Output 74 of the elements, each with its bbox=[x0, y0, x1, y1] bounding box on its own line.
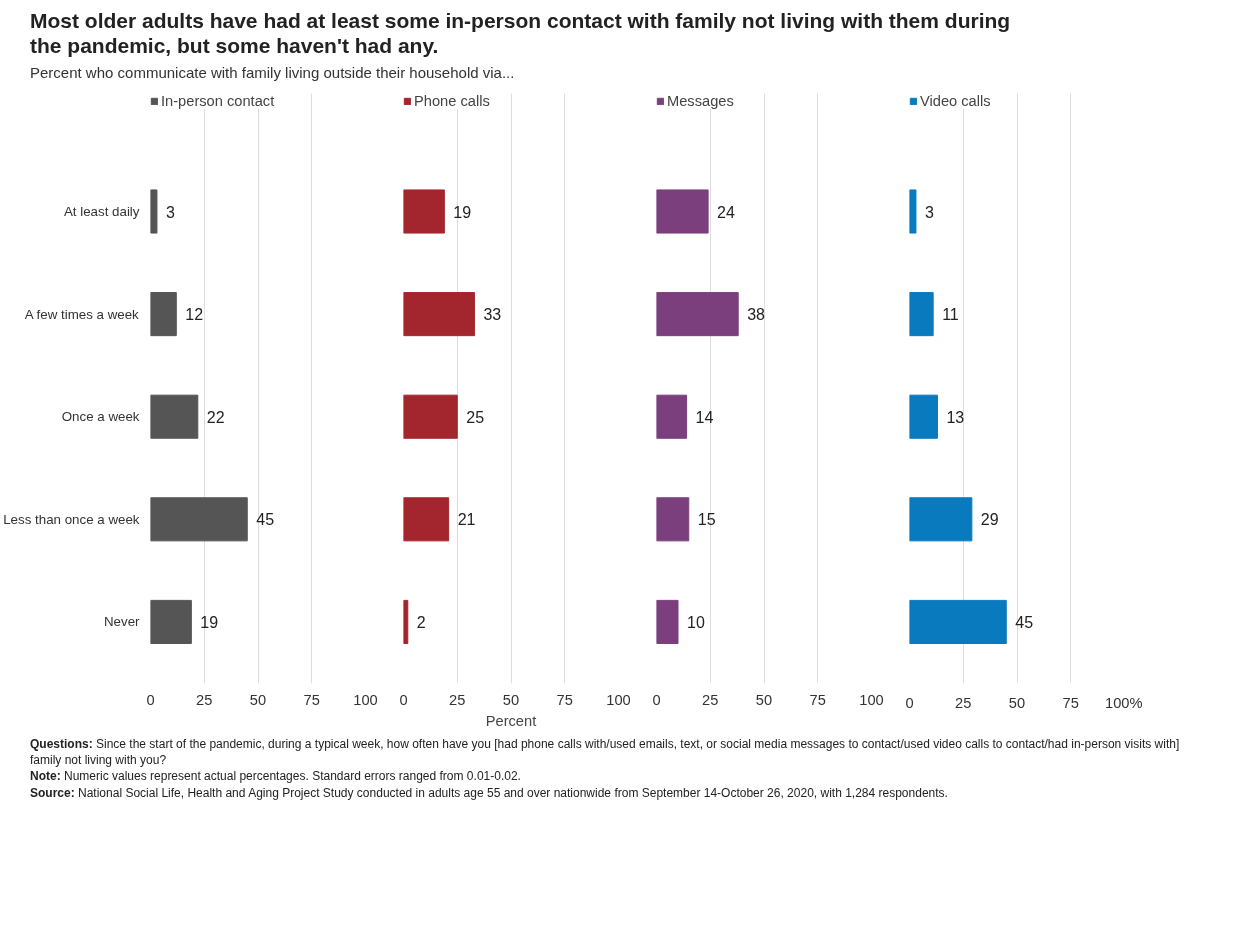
x-tick-label: 50 bbox=[1008, 694, 1026, 711]
legend-label: Video calls bbox=[920, 93, 991, 109]
legend-label: In-person contact bbox=[161, 93, 275, 109]
x-tick-label: 0 bbox=[399, 691, 408, 708]
x-tick-label: 75 bbox=[1062, 694, 1079, 711]
data-label: 3 bbox=[924, 203, 934, 221]
x-tick-label: 0 bbox=[146, 691, 155, 708]
y-tick-label: Never bbox=[103, 614, 141, 630]
legend-label: Messages bbox=[667, 93, 734, 109]
x-tick-label: 25 bbox=[955, 694, 972, 711]
data-label: 14 bbox=[695, 408, 714, 426]
data-label: 13 bbox=[946, 408, 965, 426]
data-label: 24 bbox=[717, 203, 735, 221]
x-tick-label: 75 bbox=[809, 691, 826, 708]
bar bbox=[403, 292, 475, 337]
source-note: Source: National Social Life, Health and Aging Project Study conducted in adults age 55 and over nationwide from September 14-October 26, 2020, with 1,284 respondents. bbox=[30, 784, 949, 801]
text: Questions: Since the start of the pandemic, during a typical week, how often have you [had phone calls with/used emails, text, or social media messages to contact/used video calls to contact/had in-person visits with] family not living with you? bbox=[30, 736, 1181, 769]
x-tick-label: 0 bbox=[905, 694, 914, 711]
x-tick-label: 25 bbox=[702, 691, 719, 708]
bar bbox=[403, 394, 458, 439]
x-tick-label: 100 bbox=[353, 691, 378, 708]
bar bbox=[909, 292, 934, 337]
data-label: 29 bbox=[980, 511, 999, 529]
y-tick-label: At least daily bbox=[63, 204, 140, 219]
bar bbox=[909, 394, 938, 439]
chart-subtitle: Percent who communicate with family living outside their household via... bbox=[30, 63, 516, 84]
data-label: 22 bbox=[206, 408, 225, 426]
data-label: 21 bbox=[457, 511, 476, 529]
legend-label: Phone calls bbox=[414, 93, 490, 109]
data-label: 12 bbox=[185, 306, 204, 324]
bar bbox=[656, 189, 709, 234]
data-label: 15 bbox=[697, 511, 716, 529]
x-tick-label: 100% bbox=[1105, 694, 1143, 711]
data-label: 19 bbox=[453, 203, 472, 221]
y-tick-label: Once a week bbox=[61, 409, 140, 425]
x-tick-label: 100 bbox=[859, 691, 884, 708]
data-label: 3 bbox=[165, 203, 175, 221]
bar bbox=[403, 189, 445, 234]
bar bbox=[656, 292, 739, 337]
x-tick-label: 50 bbox=[502, 691, 520, 708]
bar bbox=[150, 599, 192, 644]
bar bbox=[656, 599, 679, 644]
text: Most older adults have had at least some in-person contact with family not living with them during the pandemic, but some haven't had any. bbox=[30, 8, 1012, 59]
x-tick-label: 50 bbox=[755, 691, 773, 708]
x-tick-label: 75 bbox=[303, 691, 320, 708]
bar bbox=[909, 599, 1007, 644]
x-tick-label: 0 bbox=[652, 691, 661, 708]
bar bbox=[656, 497, 690, 542]
bar bbox=[403, 497, 450, 542]
data-label: 33 bbox=[483, 306, 502, 324]
x-tick-label: 75 bbox=[556, 691, 573, 708]
data-label: 45 bbox=[1015, 613, 1034, 631]
data-label: 11 bbox=[942, 306, 959, 324]
data-label: 10 bbox=[687, 613, 705, 631]
text: Note: Numeric values represent actual percentages. Standard errors ranged from 0.01-0.02. bbox=[30, 768, 522, 785]
bar bbox=[150, 497, 248, 542]
x-tick-label: 100 bbox=[606, 691, 631, 708]
y-tick-label: Less than once a week bbox=[3, 511, 140, 527]
x-tick-label: 25 bbox=[196, 691, 213, 708]
data-label: 38 bbox=[747, 306, 766, 324]
bar bbox=[150, 292, 177, 337]
data-label: 25 bbox=[466, 408, 485, 426]
bar bbox=[150, 394, 199, 439]
data-label: 2 bbox=[416, 613, 426, 631]
bar bbox=[150, 189, 158, 234]
x-tick-label: 50 bbox=[249, 691, 267, 708]
data-label: 45 bbox=[256, 511, 275, 529]
y-tick-label: A few times a week bbox=[24, 306, 140, 322]
bar bbox=[909, 497, 973, 542]
bar bbox=[656, 394, 688, 439]
data-label: 19 bbox=[200, 613, 219, 631]
x-axis-title: Percent bbox=[485, 712, 537, 729]
bar bbox=[909, 189, 917, 234]
x-tick-label: 25 bbox=[449, 691, 466, 708]
